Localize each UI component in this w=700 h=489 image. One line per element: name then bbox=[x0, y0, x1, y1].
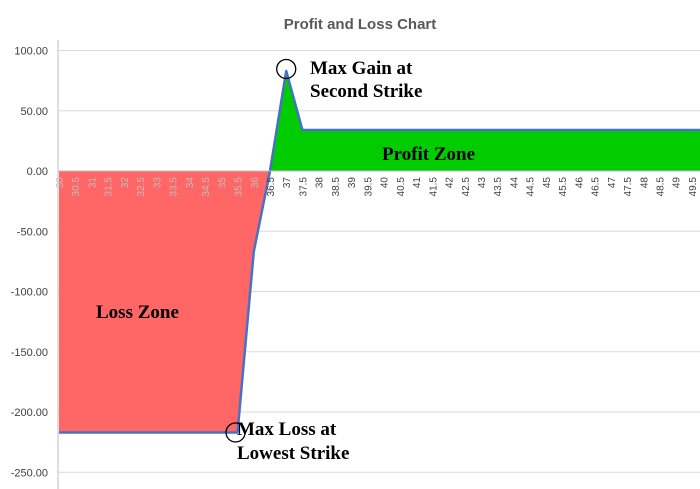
y-tick-label: 100.00 bbox=[14, 46, 48, 58]
max-gain-marker bbox=[276, 58, 297, 80]
x-tick-label: 30 bbox=[55, 177, 66, 189]
x-tick-label: 38.5 bbox=[331, 177, 342, 197]
x-tick-label: 34.5 bbox=[201, 177, 212, 197]
loss-zone-area bbox=[59, 171, 270, 433]
x-tick-label: 40 bbox=[380, 177, 391, 189]
x-tick-label: 48.5 bbox=[656, 177, 667, 197]
x-tick-label: 37.5 bbox=[298, 177, 309, 197]
x-tick-label: 32.5 bbox=[136, 177, 147, 197]
x-tick-label: 37 bbox=[282, 177, 293, 189]
x-tick-label: 39.5 bbox=[363, 177, 374, 197]
zone-areas bbox=[59, 70, 700, 433]
x-tick-label: 30.5 bbox=[71, 177, 82, 197]
axes bbox=[57, 40, 700, 489]
x-tick-label: 36.5 bbox=[266, 177, 277, 197]
x-tick-label: 31.5 bbox=[104, 177, 115, 197]
x-tick-label: 35.5 bbox=[234, 177, 245, 197]
y-tick-label: 0.00 bbox=[27, 166, 48, 178]
y-tick-label: -250.00 bbox=[11, 467, 48, 479]
x-tick-label: 41.5 bbox=[428, 177, 439, 197]
x-tick-label: 45.5 bbox=[558, 177, 569, 197]
x-tick-label: 33 bbox=[152, 177, 163, 189]
x-tick-label: 44.5 bbox=[526, 177, 537, 197]
x-tick-label: 48 bbox=[639, 177, 650, 189]
x-tick-label: 36 bbox=[250, 177, 261, 189]
markers bbox=[225, 58, 297, 443]
x-tick-label: 47 bbox=[607, 177, 618, 189]
x-tick-label: 35 bbox=[217, 177, 228, 189]
x-tick-label: 46.5 bbox=[591, 177, 602, 197]
pnl-line bbox=[59, 69, 700, 434]
y-tick-label: 50.00 bbox=[20, 106, 48, 118]
x-tick-label: 43 bbox=[477, 177, 488, 189]
x-tick-label: 41 bbox=[412, 177, 423, 189]
max-gain-label-line2: Second Strike bbox=[310, 81, 422, 102]
x-tick-label: 42.5 bbox=[461, 177, 472, 197]
x-tick-label: 32 bbox=[120, 177, 131, 189]
y-tick-label: -200.00 bbox=[11, 407, 48, 419]
loss-zone-label: Loss Zone bbox=[96, 302, 179, 323]
x-tick-label: 34 bbox=[185, 177, 196, 189]
x-tick-label: 33.5 bbox=[169, 177, 180, 197]
max-loss-marker bbox=[225, 422, 246, 443]
profit-zone-label: Profit Zone bbox=[382, 144, 475, 165]
x-tick-label: 31 bbox=[87, 177, 98, 189]
y-tick-label: -100.00 bbox=[11, 287, 48, 299]
y-tick-label: -50.00 bbox=[17, 226, 48, 238]
x-axis-ticks: 30 30.5 31 31.5 32 32.5 33 33.5 34 34.5 35 35.5 36 36… bbox=[55, 177, 699, 197]
max-gain-label-line1: Max Gain at bbox=[310, 58, 413, 79]
x-tick-label: 44 bbox=[509, 177, 520, 189]
max-loss-label-line2: Lowest Strike bbox=[237, 443, 349, 464]
y-tick-label: -150.00 bbox=[11, 347, 48, 359]
profit-zone-area bbox=[269, 70, 700, 171]
x-tick-label: 46 bbox=[574, 177, 585, 189]
x-tick-label: 40.5 bbox=[396, 177, 407, 197]
x-tick-label: 42 bbox=[445, 177, 456, 189]
chart-title: Profit and Loss Chart bbox=[284, 16, 437, 33]
x-tick-label: 38 bbox=[315, 177, 326, 189]
y-axis-ticks: 100.00 50.00 0.00 -50.00 -100.00 -150.00 -200.… bbox=[11, 46, 48, 480]
x-tick-label: 43.5 bbox=[493, 177, 504, 197]
max-loss-label-line1: Max Loss at bbox=[237, 419, 337, 440]
x-tick-label: 49 bbox=[672, 177, 683, 189]
x-tick-label: 47.5 bbox=[623, 177, 634, 197]
pnl-series bbox=[59, 69, 700, 434]
x-tick-label: 39 bbox=[347, 177, 358, 189]
x-tick-label: 49.5 bbox=[688, 177, 699, 197]
x-tick-label: 45 bbox=[542, 177, 553, 189]
